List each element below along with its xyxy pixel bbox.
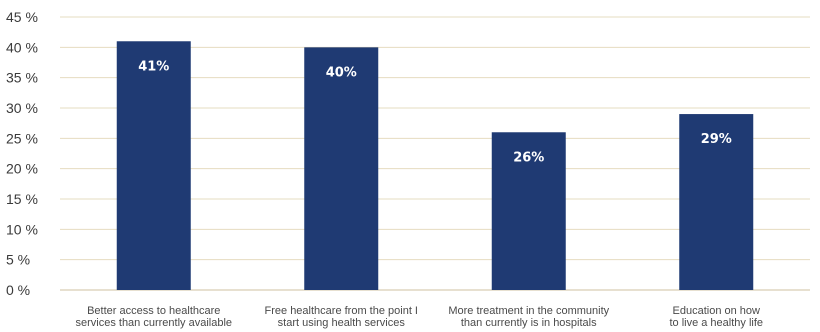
bar bbox=[491, 132, 566, 290]
y-axis-ticks: 0 % 5 % 10 % 15 % 20 % 25 % 30 % 35 % 40 % 45 % bbox=[6, 9, 38, 298]
category-label: services than currently available bbox=[75, 317, 232, 329]
y-tick-label: 40 % bbox=[6, 39, 38, 55]
y-tick-label: 45 % bbox=[6, 9, 38, 25]
data-label: 41% bbox=[138, 59, 169, 74]
bar bbox=[116, 41, 191, 291]
y-tick-label: 25 % bbox=[6, 130, 38, 146]
y-tick-label: 5 % bbox=[6, 252, 30, 268]
category-label: Free healthcare from the point I bbox=[265, 305, 418, 317]
data-label: 40% bbox=[326, 65, 357, 80]
category-label: start using health services bbox=[278, 317, 406, 329]
data-label: 26% bbox=[513, 150, 544, 165]
category-label: More treatment in the community bbox=[448, 305, 609, 317]
data-label: 29% bbox=[701, 132, 732, 147]
y-tick-label: 20 % bbox=[6, 161, 38, 177]
bars bbox=[116, 41, 754, 291]
y-tick-label: 15 % bbox=[6, 191, 38, 207]
y-tick-label: 0 % bbox=[6, 282, 30, 298]
y-tick-label: 35 % bbox=[6, 70, 38, 86]
category-label: than currently is in hospitals bbox=[461, 317, 597, 329]
data-labels: 41% 40% 26% 29% bbox=[138, 59, 732, 165]
category-label: Better access to healthcare bbox=[87, 305, 220, 317]
y-tick-label: 30 % bbox=[6, 100, 38, 116]
y-tick-label: 10 % bbox=[6, 221, 38, 237]
bar bbox=[304, 47, 379, 291]
bar bbox=[679, 114, 754, 290]
category-label: to live a healthy life bbox=[669, 317, 763, 329]
category-label: Education on how bbox=[673, 305, 761, 317]
